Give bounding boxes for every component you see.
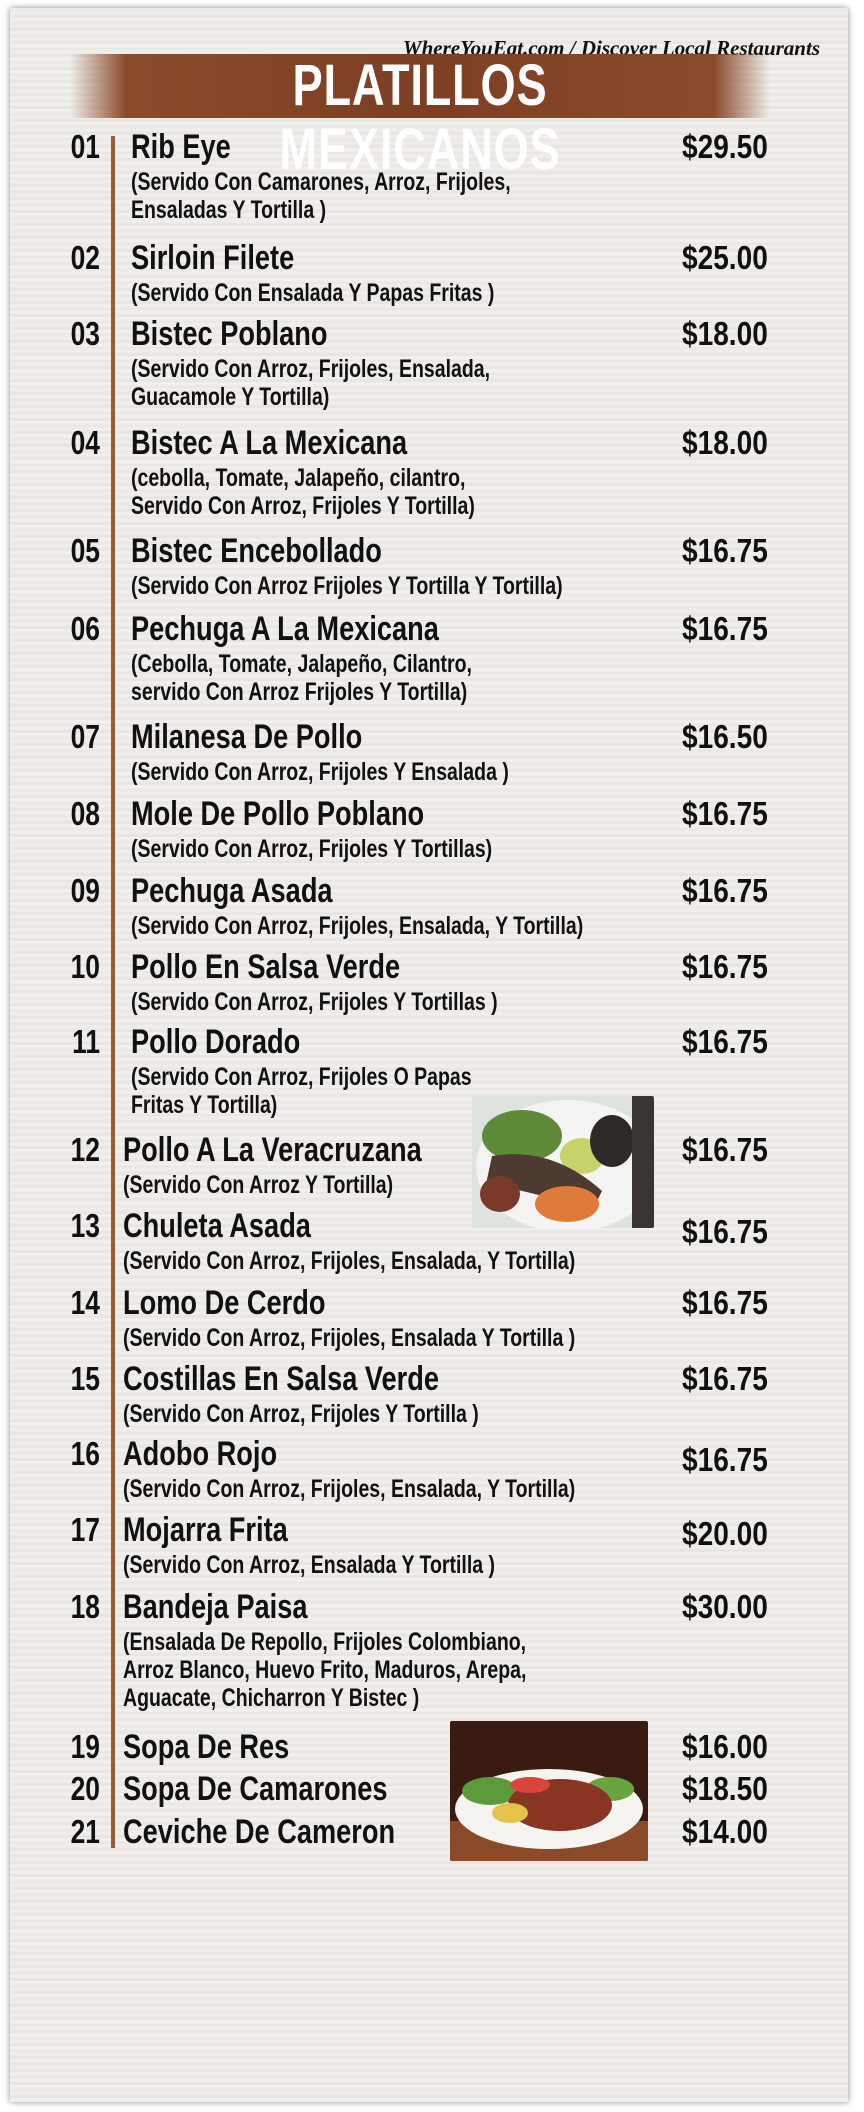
item-price: $18.00	[682, 315, 768, 352]
item-description-line: Guacamole Y Tortilla)	[131, 383, 330, 411]
item-price: $18.00	[682, 424, 768, 461]
item-name: Mole De Pollo Poblano	[131, 795, 425, 833]
item-number: 14	[70, 1284, 100, 1321]
item-number: 10	[70, 948, 100, 985]
item-number: 16	[70, 1435, 100, 1472]
item-name: Adobo Rojo	[123, 1435, 278, 1473]
item-number: 07	[70, 718, 100, 755]
item-number: 21	[70, 1813, 100, 1850]
item-number: 17	[70, 1511, 100, 1548]
menu-page: WhereYouEat.com / Discover Local Restaur…	[10, 8, 848, 2102]
section-header-band: PLATILLOS MEXICANOS	[70, 54, 770, 182]
item-description-line: Aguacate, Chicharron Y Bistec )	[123, 1684, 420, 1712]
food-photo-steak-plate	[472, 1096, 654, 1228]
item-number: 04	[70, 424, 100, 461]
item-number: 01	[70, 128, 100, 165]
item-number: 05	[70, 532, 100, 569]
item-description-line: (Servido Con Camarones, Arroz, Frijoles,	[131, 168, 511, 196]
item-description-line: (Servido Con Arroz, Frijoles, Ensalada, …	[131, 912, 584, 940]
item-number: 12	[70, 1131, 100, 1168]
item-name: Pollo En Salsa Verde	[131, 948, 401, 986]
item-name: Sirloin Filete	[131, 239, 295, 277]
item-price: $16.75	[682, 1284, 768, 1321]
item-description-line: (Servido Con Arroz, Frijoles Y Tortillas…	[131, 988, 498, 1016]
item-name: Pechuga A La Mexicana	[131, 610, 439, 648]
item-name: Bistec A La Mexicana	[131, 424, 408, 462]
item-price: $16.75	[682, 1360, 768, 1397]
item-price: $18.50	[682, 1770, 768, 1807]
item-description-line: (Ensalada De Repollo, Frijoles Colombian…	[123, 1628, 527, 1656]
item-description-line: (Servido Con Arroz, Frijoles, Ensalada, …	[123, 1247, 576, 1275]
item-price: $25.00	[682, 239, 768, 276]
item-description-line: (Cebolla, Tomate, Jalapeño, Cilantro,	[131, 650, 472, 678]
item-price: $16.75	[682, 948, 768, 985]
item-number: 19	[70, 1728, 100, 1765]
item-name: Chuleta Asada	[123, 1207, 311, 1245]
item-number: 08	[70, 795, 100, 832]
item-price: $16.75	[682, 872, 768, 909]
item-description-line: (Servido Con Arroz, Frijoles Y Tortilla …	[123, 1400, 479, 1428]
item-description-line: Servido Con Arroz, Frijoles Y Tortilla)	[131, 492, 475, 520]
item-description-line: (Servido Con Arroz, Frijoles, Ensalada,	[131, 355, 491, 383]
item-name: Pollo Dorado	[131, 1023, 301, 1061]
item-name: Sopa De Res	[123, 1728, 290, 1766]
item-price: $14.00	[682, 1813, 768, 1850]
item-price: $16.75	[682, 1131, 768, 1168]
item-name: Sopa De Camarones	[123, 1770, 388, 1808]
section-title: PLATILLOS MEXICANOS	[279, 53, 561, 182]
item-description-line: Arroz Blanco, Huevo Frito, Maduros, Arep…	[123, 1656, 527, 1684]
item-price: $16.50	[682, 718, 768, 755]
item-name: Lomo De Cerdo	[123, 1284, 326, 1322]
item-price: $16.75	[682, 532, 768, 569]
item-description-line: (Servido Con Arroz Frijoles Y Tortilla Y…	[131, 572, 563, 600]
item-name: Pollo A La Veracruzana	[123, 1131, 422, 1169]
item-number: 06	[70, 610, 100, 647]
item-price: $20.00	[682, 1515, 768, 1552]
item-price: $16.75	[682, 1023, 768, 1060]
item-description-line: (Servido Con Ensalada Y Papas Fritas )	[131, 279, 495, 307]
item-price: $16.00	[682, 1728, 768, 1765]
item-price: $16.75	[682, 1213, 768, 1250]
item-number: 20	[70, 1770, 100, 1807]
item-price: $16.75	[682, 795, 768, 832]
item-description-line: (Servido Con Arroz, Frijoles Y Tortillas…	[131, 835, 493, 863]
item-description-line: (Servido Con Arroz, Frijoles, Ensalada Y…	[123, 1324, 576, 1352]
item-price: $16.75	[682, 610, 768, 647]
item-description-line: servido Con Arroz Frijoles Y Tortilla)	[131, 678, 468, 706]
item-name: Bandeja Paisa	[123, 1588, 308, 1626]
item-name: Costillas En Salsa Verde	[123, 1360, 439, 1398]
item-price: $30.00	[682, 1588, 768, 1625]
item-number: 11	[72, 1023, 100, 1060]
vertical-divider	[111, 136, 115, 1848]
item-number: 02	[70, 239, 100, 276]
item-description-line: (Servido Con Arroz, Frijoles Y Ensalada …	[131, 758, 509, 786]
item-number: 13	[70, 1207, 100, 1244]
item-number: 09	[70, 872, 100, 909]
item-name: Pechuga Asada	[131, 872, 333, 910]
item-description-line: Ensaladas Y Tortilla )	[131, 196, 327, 224]
item-description-line: Fritas Y Tortilla)	[131, 1091, 278, 1119]
item-price: $16.75	[682, 1441, 768, 1478]
item-name: Rib Eye	[131, 128, 231, 166]
item-description-line: (Servido Con Arroz Y Tortilla)	[123, 1171, 394, 1199]
item-description-line: (Servido Con Arroz, Frijoles O Papas	[131, 1063, 472, 1091]
item-name: Bistec Encebollado	[131, 532, 382, 570]
item-number: 03	[70, 315, 100, 352]
item-name: Milanesa De Pollo	[131, 718, 363, 756]
food-photo-beef-plate	[450, 1721, 648, 1861]
item-name: Bistec Poblano	[131, 315, 328, 353]
item-number: 18	[70, 1588, 100, 1625]
item-name: Mojarra Frita	[123, 1511, 288, 1549]
item-name: Ceviche De Cameron	[123, 1813, 396, 1851]
item-number: 15	[70, 1360, 100, 1397]
item-price: $29.50	[682, 128, 768, 165]
item-description-line: (Servido Con Arroz, Frijoles, Ensalada, …	[123, 1475, 576, 1503]
item-description-line: (Servido Con Arroz, Ensalada Y Tortilla …	[123, 1551, 496, 1579]
item-description-line: (cebolla, Tomate, Jalapeño, cilantro,	[131, 464, 466, 492]
